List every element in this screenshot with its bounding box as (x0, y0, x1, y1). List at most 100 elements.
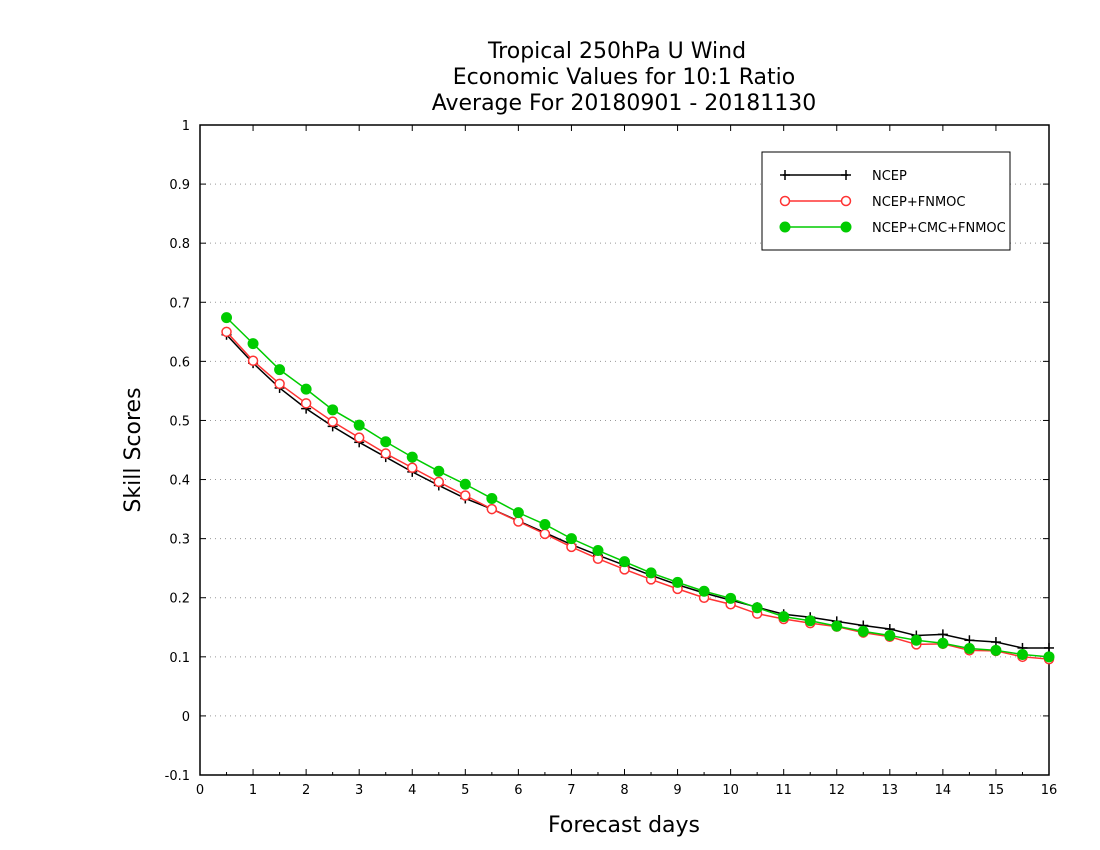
open-circle-marker (327, 416, 338, 427)
plus-marker (937, 629, 948, 640)
filled-circle-marker (300, 383, 312, 395)
filled-circle-marker (406, 451, 418, 463)
x-tick-label: 7 (567, 783, 575, 798)
filled-circle-marker (831, 620, 843, 632)
filled-circle-marker (804, 615, 816, 627)
data-series (221, 312, 1055, 665)
legend: NCEP NCEP+FNMOC NCEP+CMC+FNMOC (761, 151, 1011, 251)
series-ncep (221, 329, 1054, 653)
filled-circle-marker (539, 518, 551, 530)
legend-label: NCEP+FNMOC (872, 195, 965, 210)
legend-item: NCEP (780, 169, 907, 184)
gridlines (200, 183, 1049, 717)
filled-circle-marker (779, 221, 791, 233)
x-tick-label: 2 (302, 783, 310, 798)
y-tick-label: 0.1 (169, 651, 190, 666)
x-tick-label: 12 (828, 783, 845, 798)
open-circle-marker (380, 448, 391, 459)
y-tick-label: 0.5 (169, 414, 190, 429)
open-circle-marker (486, 503, 498, 515)
y-tick-label: 0 (182, 710, 190, 725)
x-tick-label: 0 (196, 783, 204, 798)
filled-circle-marker (778, 611, 790, 623)
filled-circle-marker (698, 585, 710, 597)
y-tick-label: 0.8 (169, 237, 190, 252)
series-ncep-cmc-fnmoc (221, 312, 1055, 663)
open-circle-marker (513, 516, 524, 527)
x-tick-label: 6 (514, 783, 522, 798)
filled-circle-marker (433, 465, 445, 477)
open-circle-marker (433, 476, 445, 488)
legend-item: NCEP+CMC+FNMOC (779, 221, 1006, 236)
filled-circle-marker (910, 634, 922, 646)
filled-circle-marker (857, 625, 869, 637)
filled-circle-marker (380, 436, 392, 448)
filled-circle-marker (486, 492, 498, 504)
chart-title: Tropical 250hPa U Wind Economic Values f… (432, 39, 817, 116)
x-tick-label: 5 (461, 783, 469, 798)
series-line (226, 317, 1050, 658)
open-circle-marker (247, 355, 259, 367)
y-axis-label: Skill Scores (121, 387, 146, 512)
y-tick-label: -0.1 (165, 769, 190, 784)
open-circle-marker (539, 528, 551, 540)
y-tick-label: 0.7 (169, 296, 190, 311)
y-tick-label: 0.2 (169, 592, 190, 607)
filled-circle-marker (353, 419, 365, 431)
series-ncep-fnmoc (221, 326, 1055, 665)
legend-items: NCEP NCEP+FNMOC NCEP+CMC+FNMOC (779, 169, 1006, 236)
y-tick-label: 0.4 (169, 474, 190, 489)
plus-marker (780, 170, 790, 180)
x-tick-label: 9 (673, 783, 681, 798)
filled-circle-marker (937, 637, 949, 649)
x-axis-label: Forecast days (548, 813, 700, 838)
title-line-2: Economic Values for 10:1 Ratio (453, 65, 795, 90)
open-circle-marker (274, 378, 285, 390)
filled-circle-marker (592, 544, 604, 556)
open-circle-marker (779, 195, 791, 207)
filled-circle-marker (963, 643, 975, 655)
y-tick-label: 0.9 (169, 178, 190, 193)
open-circle-marker (460, 490, 471, 501)
filled-circle-marker (1043, 651, 1055, 663)
series-line (225, 334, 1049, 649)
plus-marker (841, 170, 851, 180)
open-circle-marker (300, 398, 312, 409)
open-circle-marker (407, 462, 418, 473)
x-tick-label: 3 (355, 783, 363, 798)
y-tick-label: 0.3 (169, 533, 190, 548)
x-tick-label: 8 (620, 783, 628, 798)
filled-circle-marker (1016, 648, 1028, 660)
filled-circle-marker (565, 533, 577, 545)
open-circle-marker (840, 195, 852, 207)
x-tick-label: 16 (1041, 783, 1058, 798)
legend-label: NCEP+CMC+FNMOC (872, 221, 1006, 236)
legend-item: NCEP+FNMOC (779, 195, 965, 210)
x-tick-label: 11 (775, 783, 792, 798)
filled-circle-marker (990, 644, 1002, 656)
plus-marker (1044, 642, 1054, 653)
filled-circle-marker (221, 312, 233, 324)
legend-label: NCEP (872, 169, 907, 184)
axis-ticks: 0 1 2 3 4 5 6 7 8 9 10 11 12 13 14 15 16-0.100.10.20.30.… (165, 119, 1058, 798)
title-line-3: Average For 20180901 - 20181130 (432, 91, 817, 116)
open-circle-marker (221, 326, 232, 338)
filled-circle-marker (619, 556, 630, 568)
y-tick-label: 0.6 (169, 355, 190, 370)
x-tick-label: 13 (882, 783, 899, 798)
open-circle-marker (353, 432, 365, 443)
series-line (225, 331, 1050, 660)
x-tick-label: 15 (988, 783, 1005, 798)
filled-circle-marker (459, 478, 471, 490)
filled-circle-marker (884, 630, 896, 642)
x-tick-label: 14 (935, 783, 952, 798)
filled-circle-marker (645, 567, 657, 579)
title-line-1: Tropical 250hPa U Wind (487, 39, 746, 64)
filled-circle-marker (840, 221, 852, 233)
filled-circle-marker (725, 592, 737, 604)
filled-circle-marker (274, 364, 286, 376)
y-tick-label: 1 (182, 119, 190, 134)
filled-circle-marker (327, 404, 339, 416)
x-tick-label: 1 (249, 783, 257, 798)
